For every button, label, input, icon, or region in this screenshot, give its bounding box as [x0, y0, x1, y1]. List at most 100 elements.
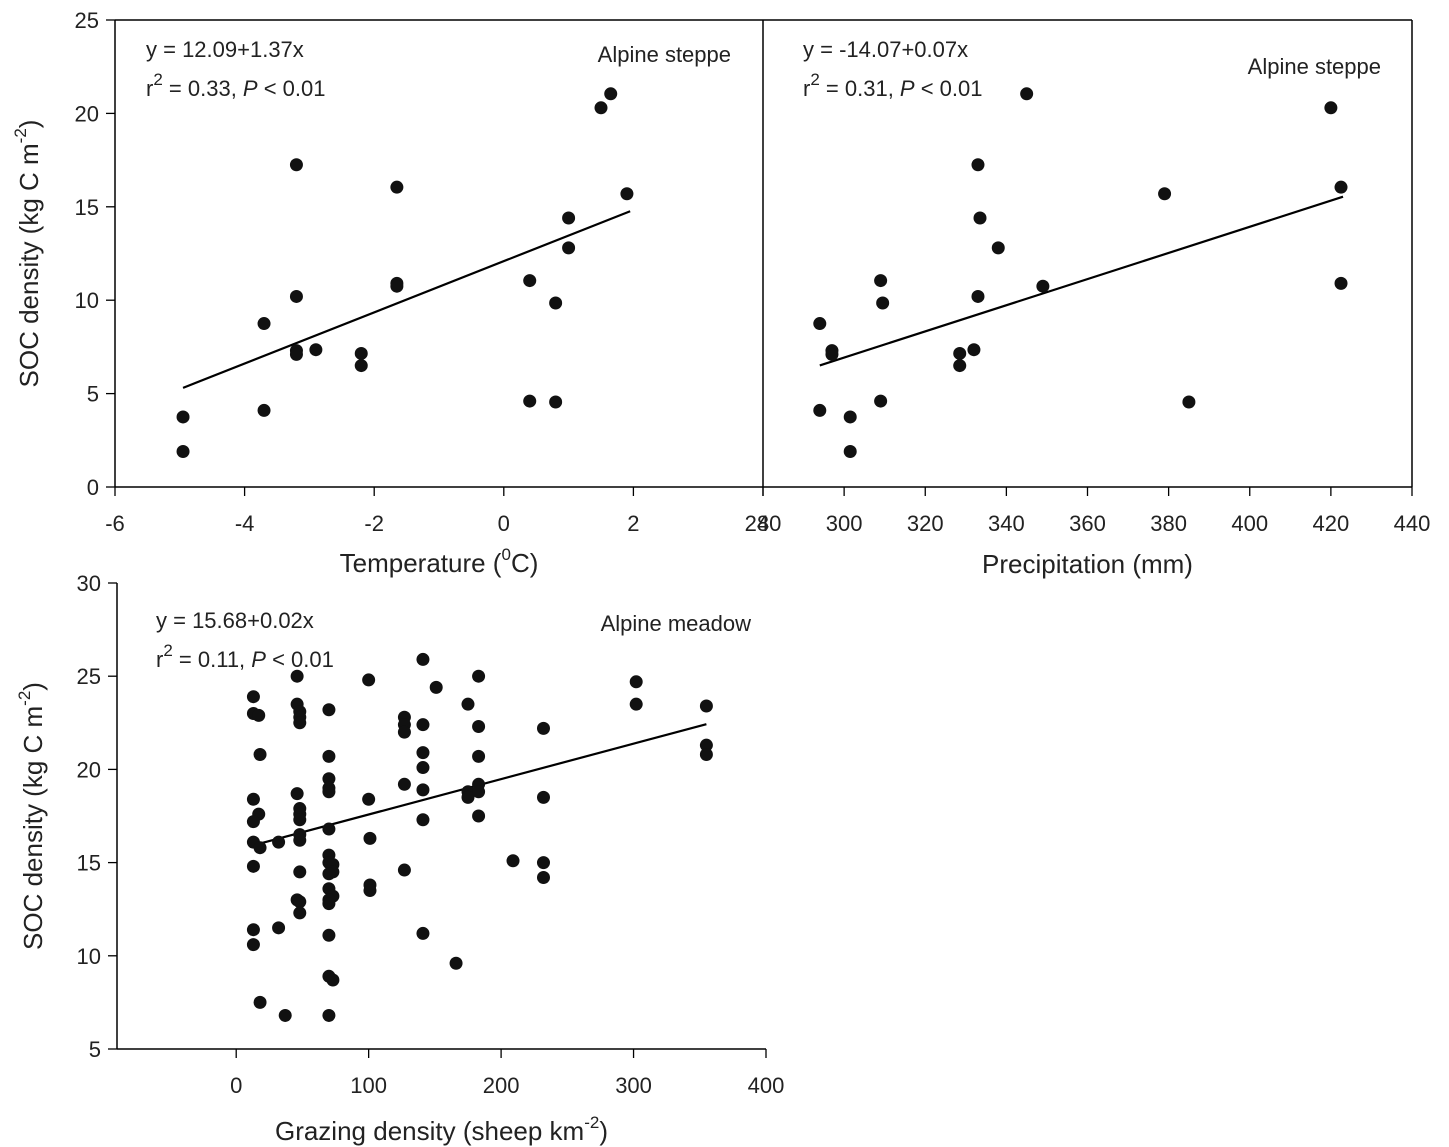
y-tick-label: 5 — [89, 1037, 101, 1062]
x-tick-label: 2 — [627, 511, 639, 536]
data-point — [278, 1008, 292, 1022]
x-axis-label: Temperature (0C) — [340, 545, 539, 578]
x-tick-label: 200 — [483, 1073, 520, 1098]
data-point — [390, 180, 404, 194]
data-point — [246, 938, 260, 952]
data-point — [971, 289, 985, 303]
data-point — [536, 871, 550, 885]
data-point — [594, 101, 608, 115]
data-point — [322, 1008, 336, 1022]
data-point — [472, 720, 486, 734]
data-point — [629, 675, 643, 689]
data-point — [536, 856, 550, 870]
data-point — [289, 158, 303, 172]
y-axis-label: SOC density (kg C m-2) — [15, 682, 48, 950]
data-point — [1334, 276, 1348, 290]
data-point — [449, 956, 463, 970]
data-point — [1324, 101, 1338, 115]
data-point — [971, 158, 985, 172]
data-point — [176, 445, 190, 459]
x-tick-label: 420 — [1313, 511, 1350, 536]
data-point — [953, 359, 967, 373]
data-point — [322, 772, 336, 786]
data-point — [246, 923, 260, 937]
data-point — [257, 403, 271, 417]
data-point — [176, 410, 190, 424]
data-point — [1158, 187, 1172, 201]
data-point — [416, 783, 430, 797]
y-axis-label: SOC density (kg C m-2) — [11, 120, 44, 388]
data-point — [429, 680, 443, 694]
panel-2: 280 300 320 340 360 380 400 420 440 Precipitation… — [745, 19, 1431, 579]
regression-equation: y = 12.09+1.37x — [146, 37, 304, 62]
x-tick-label: 0 — [498, 511, 510, 536]
data-point — [293, 813, 307, 827]
y-tick-label: 25 — [77, 664, 101, 689]
data-point — [362, 673, 376, 687]
data-point — [390, 279, 404, 293]
data-point — [252, 708, 266, 722]
x-tick-label: -4 — [235, 511, 255, 536]
data-point — [416, 746, 430, 760]
data-point — [362, 792, 376, 806]
data-point — [322, 897, 336, 911]
data-point — [876, 296, 890, 310]
data-point — [472, 809, 486, 823]
data-point — [246, 690, 260, 704]
data-point — [620, 187, 634, 201]
regression-stats: r2 = 0.33, P < 0.01 — [146, 70, 326, 101]
y-tick-label: 15 — [77, 851, 101, 876]
x-tick-label: 300 — [615, 1073, 652, 1098]
x-tick-label: 380 — [1150, 511, 1187, 536]
data-point — [354, 359, 368, 373]
data-point — [699, 738, 713, 752]
data-point — [397, 777, 411, 791]
data-point — [472, 785, 486, 799]
x-tick-label: 4 — [757, 511, 769, 536]
data-point — [322, 867, 336, 881]
data-point — [322, 928, 336, 942]
data-point — [461, 697, 475, 711]
x-tick-label: 300 — [826, 511, 863, 536]
data-point — [461, 790, 475, 804]
data-point — [1182, 395, 1196, 409]
data-point — [1020, 87, 1034, 101]
data-point — [257, 317, 271, 331]
y-tick-label: 20 — [75, 101, 99, 126]
data-point — [973, 211, 987, 225]
data-point — [289, 289, 303, 303]
data-point — [549, 296, 563, 310]
data-point — [813, 317, 827, 331]
data-point — [562, 211, 576, 225]
data-point — [397, 863, 411, 877]
x-axis-label: Precipitation (mm) — [982, 549, 1193, 579]
data-point — [322, 785, 336, 799]
data-point — [699, 699, 713, 713]
y-tick-label: 20 — [77, 757, 101, 782]
data-point — [1036, 279, 1050, 293]
data-point — [253, 995, 267, 1009]
data-point — [523, 274, 537, 288]
y-tick-label: 30 — [77, 571, 101, 596]
panel-1: -6 -4 -2 0 2 4 0 5 10 15 20 25 Temperature (0C) SOC d… — [11, 8, 769, 578]
x-tick-label: 440 — [1394, 511, 1431, 536]
x-tick-label: -2 — [364, 511, 384, 536]
data-point — [290, 787, 304, 801]
y-tick-label: 10 — [77, 944, 101, 969]
panel-3: 0 100 200 300 400 5 10 15 20 25 30 Grazing density … — [15, 571, 784, 1146]
data-point — [293, 865, 307, 879]
panel-title: Alpine steppe — [1248, 54, 1381, 79]
regression-line — [819, 195, 1344, 367]
data-point — [246, 859, 260, 873]
data-point — [354, 346, 368, 360]
data-point — [416, 813, 430, 827]
data-point — [536, 721, 550, 735]
regression-equation: y = -14.07+0.07x — [803, 37, 968, 62]
data-point — [293, 833, 307, 847]
data-point — [309, 343, 323, 357]
data-point — [416, 926, 430, 940]
data-point — [272, 921, 286, 935]
data-point — [246, 815, 260, 829]
data-point — [253, 841, 267, 855]
